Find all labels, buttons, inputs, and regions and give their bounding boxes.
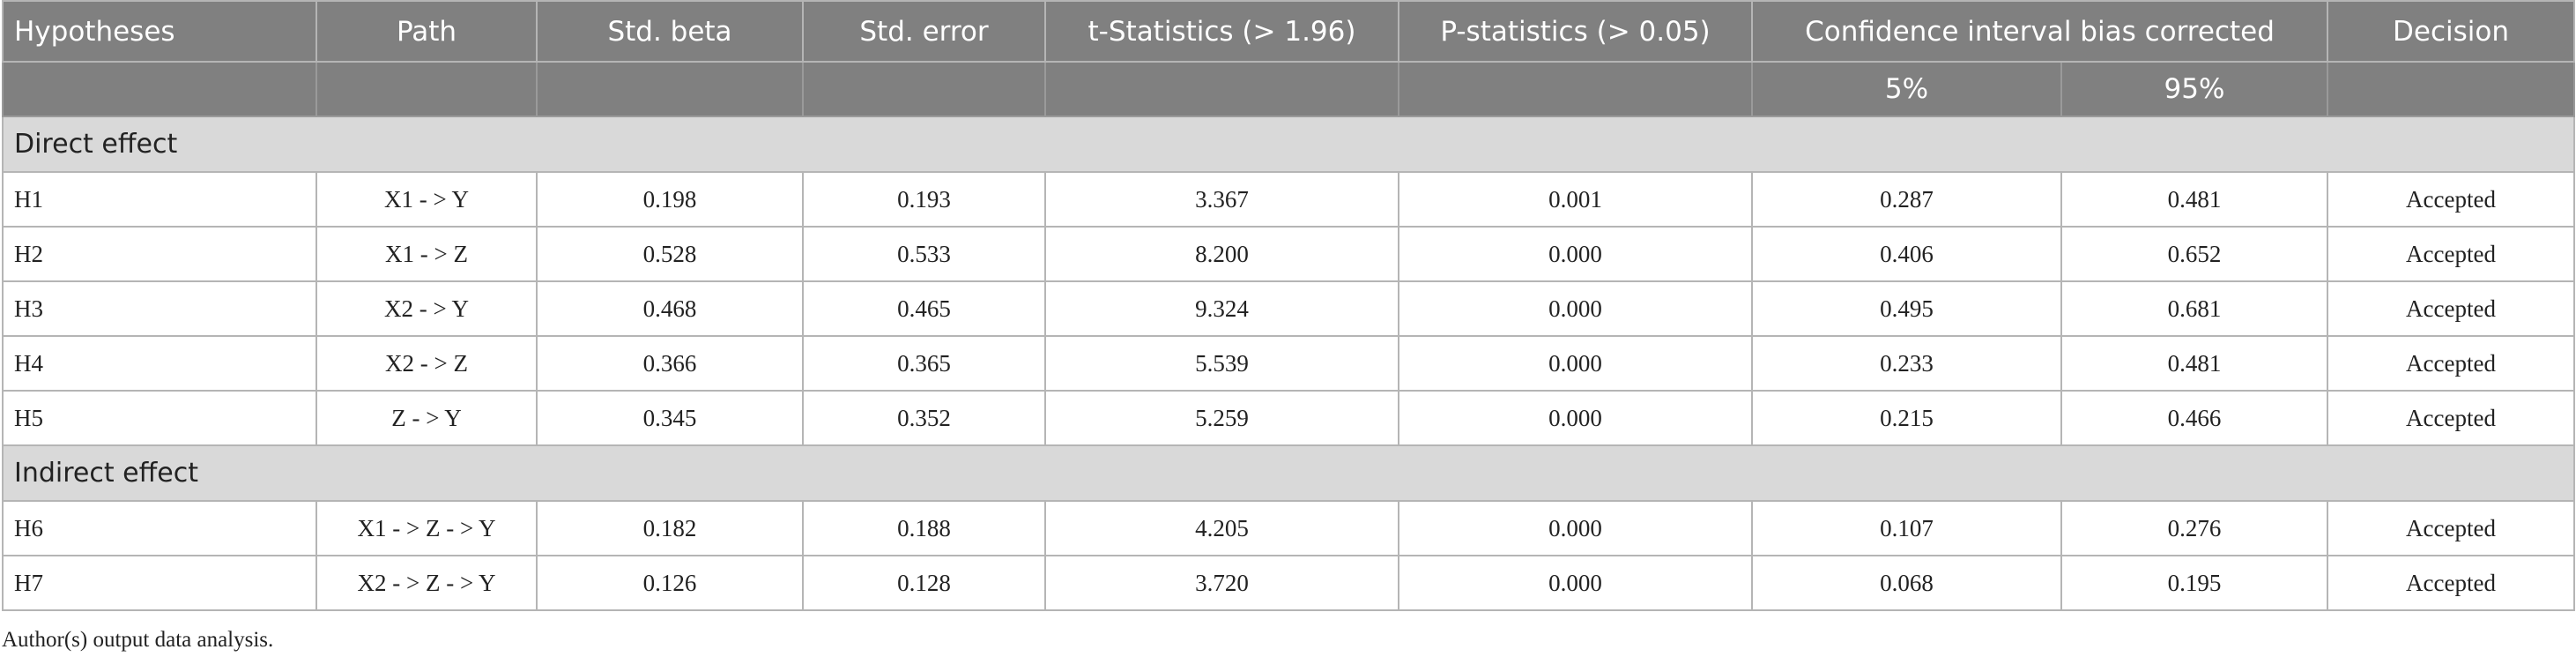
- subcolumn-header: 95%: [2060, 61, 2329, 117]
- results-table: Hypotheses Path Std. beta Std. error t-Stati…: [1, 0, 2576, 611]
- data-row: H7 X2 - > Z - > Y 0.126 0.128 3.720 0.000 0.06…: [2, 555, 2576, 611]
- table-header: Hypotheses Path Std. beta Std. error t-Stati…: [2, 0, 2576, 117]
- column-header: Hypotheses: [2, 0, 317, 63]
- cell: X1 - > Z: [316, 226, 538, 282]
- cell: H4: [2, 335, 317, 392]
- data-row: H2 X1 - > Z 0.528 0.533 8.200 0.000 0.406 0.652…: [2, 226, 2576, 282]
- cell: 3.367: [1044, 171, 1399, 228]
- data-row: H1 X1 - > Y 0.198 0.193 3.367 0.001 0.287 0.481…: [2, 171, 2576, 228]
- data-row: H6 X1 - > Z - > Y 0.182 0.188 4.205 0.000 0.10…: [2, 500, 2576, 556]
- table-body: Direct effect H1 X1 - > Y 0.198 0.193 3.367 0.…: [1, 116, 2576, 611]
- header-cell: [2327, 61, 2576, 117]
- cell: Accepted: [2327, 171, 2576, 228]
- cell: 0.533: [802, 226, 1046, 282]
- header-cell: [802, 61, 1046, 117]
- cell: 3.720: [1044, 555, 1399, 611]
- header-cell: [1398, 61, 1753, 117]
- cell: 0.287: [1751, 171, 2062, 228]
- cell: 0.652: [2060, 226, 2329, 282]
- cell: 0.276: [2060, 500, 2329, 556]
- subcolumn-header: 5%: [1751, 61, 2062, 117]
- header-cell: [316, 61, 538, 117]
- header-cell: [2, 61, 317, 117]
- column-header: P-statistics (> 0.05): [1398, 0, 1753, 63]
- cell: X1 - > Y: [316, 171, 538, 228]
- cell: X2 - > Z - > Y: [316, 555, 538, 611]
- cell: 0.406: [1751, 226, 2062, 282]
- cell: Accepted: [2327, 500, 2576, 556]
- cell: 0.000: [1398, 280, 1753, 337]
- header-row: Hypotheses Path Std. beta Std. error t-Stati…: [2, 0, 2576, 63]
- cell: 0.000: [1398, 500, 1753, 556]
- cell: H2: [2, 226, 317, 282]
- column-header: Confidence interval bias corrected: [1750, 0, 2329, 63]
- cell: 0.107: [1751, 500, 2062, 556]
- cell: 0.481: [2060, 335, 2329, 392]
- cell: 0.468: [536, 280, 804, 337]
- cell: 0.481: [2060, 171, 2329, 228]
- cell: Accepted: [2327, 226, 2576, 282]
- header-cell: [1044, 61, 1399, 117]
- cell: 9.324: [1044, 280, 1399, 337]
- cell: Accepted: [2327, 335, 2576, 392]
- cell: X2 - > Z: [316, 335, 538, 392]
- cell: 0.193: [802, 171, 1046, 228]
- cell: 0.000: [1398, 555, 1753, 611]
- cell: 0.365: [802, 335, 1046, 392]
- header-cell: [536, 61, 804, 117]
- cell: 0.681: [2060, 280, 2329, 337]
- cell: 0.182: [536, 500, 804, 556]
- cell: 0.126: [536, 555, 804, 611]
- cell: Z - > Y: [316, 390, 538, 446]
- cell: 0.068: [1751, 555, 2062, 611]
- cell: 0.495: [1751, 280, 2062, 337]
- cell: 0.466: [2060, 390, 2329, 446]
- column-header: Decision: [2327, 0, 2576, 63]
- cell: 0.198: [536, 171, 804, 228]
- cell: 0.188: [802, 500, 1046, 556]
- cell: Accepted: [2327, 390, 2576, 446]
- cell: 8.200: [1044, 226, 1399, 282]
- cell: 0.465: [802, 280, 1046, 337]
- subheader-row: 5% 95%: [2, 61, 2576, 117]
- data-row: H4 X2 - > Z 0.366 0.365 5.539 0.000 0.233 0.481…: [2, 335, 2576, 392]
- cell: 0.128: [802, 555, 1046, 611]
- cell: X2 - > Y: [316, 280, 538, 337]
- cell: 0.233: [1751, 335, 2062, 392]
- cell: Accepted: [2327, 555, 2576, 611]
- column-header: Path: [316, 0, 538, 63]
- cell: 4.205: [1044, 500, 1399, 556]
- cell: H5: [2, 390, 317, 446]
- cell: 0.352: [802, 390, 1046, 446]
- cell: 5.259: [1044, 390, 1399, 446]
- data-row: H3 X2 - > Y 0.468 0.465 9.324 0.000 0.495 0.681…: [2, 280, 2576, 337]
- cell: Accepted: [2327, 280, 2576, 337]
- footnote: Author(s) output data analysis.: [2, 628, 274, 652]
- cell: 0.215: [1751, 390, 2062, 446]
- cell: 0.000: [1398, 390, 1753, 446]
- data-row: H5 Z - > Y 0.345 0.352 5.259 0.000 0.215 0.466 A…: [2, 390, 2576, 446]
- cell: 0.001: [1398, 171, 1753, 228]
- cell: 0.528: [536, 226, 804, 282]
- cell: 0.195: [2060, 555, 2329, 611]
- cell: 0.000: [1398, 335, 1753, 392]
- cell: X1 - > Z - > Y: [316, 500, 538, 556]
- column-header: t-Statistics (> 1.96): [1044, 0, 1399, 63]
- cell: H7: [2, 555, 317, 611]
- section-title: Direct effect: [1, 116, 2576, 173]
- cell: 5.539: [1044, 335, 1399, 392]
- cell: H3: [2, 280, 317, 337]
- cell: 0.366: [536, 335, 804, 392]
- column-header: Std. error: [802, 0, 1046, 63]
- cell: 0.345: [536, 390, 804, 446]
- section-row: Direct effect: [1, 116, 2576, 173]
- cell: H6: [2, 500, 317, 556]
- section-row: Indirect effect: [1, 444, 2576, 502]
- cell: H1: [2, 171, 317, 228]
- cell: 0.000: [1398, 226, 1753, 282]
- section-title: Indirect effect: [1, 444, 2576, 502]
- column-header: Std. beta: [536, 0, 804, 63]
